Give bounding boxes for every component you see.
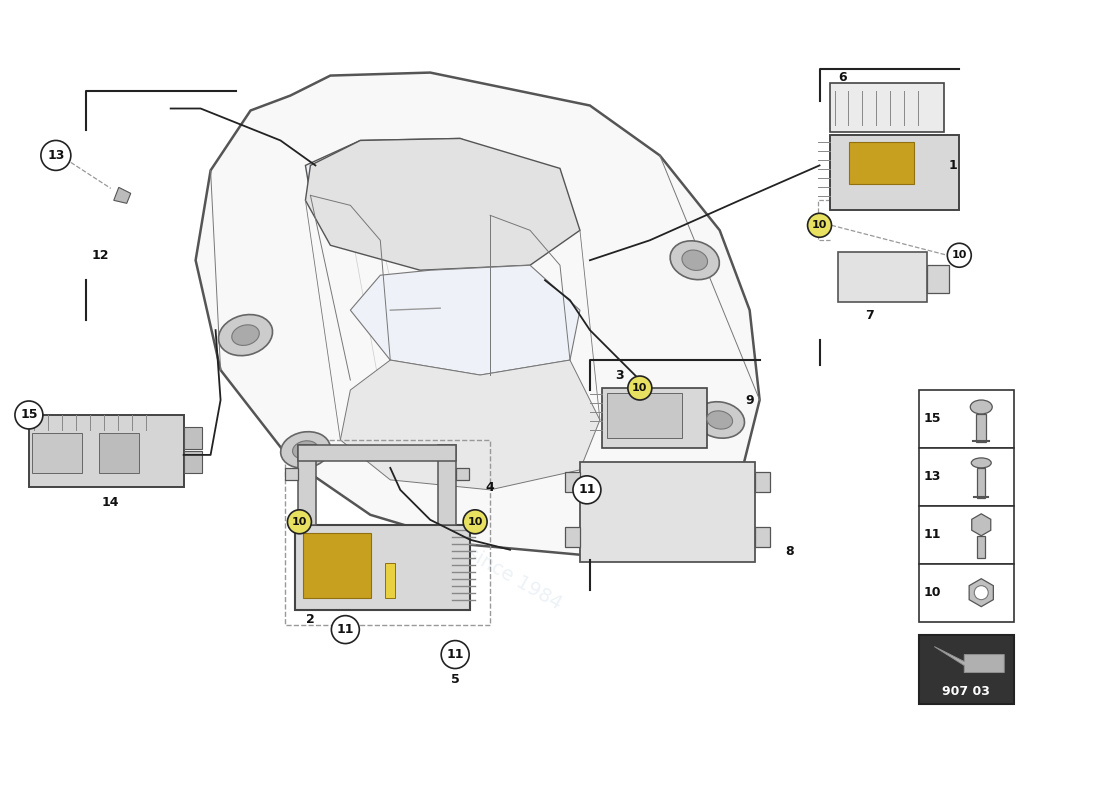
Ellipse shape <box>293 441 318 459</box>
Polygon shape <box>350 266 580 375</box>
Ellipse shape <box>970 400 992 414</box>
Circle shape <box>573 476 601 504</box>
Bar <box>920 390 1014 448</box>
Polygon shape <box>113 187 131 203</box>
Text: 10: 10 <box>632 383 648 393</box>
Bar <box>849 142 914 184</box>
Bar <box>286 440 491 625</box>
Text: a passion for parts, since 1984: a passion for parts, since 1984 <box>295 446 565 614</box>
Text: 11: 11 <box>579 483 596 496</box>
Bar <box>977 468 986 498</box>
Bar <box>920 634 1014 705</box>
Text: 11: 11 <box>447 648 464 661</box>
Bar <box>829 82 944 133</box>
Ellipse shape <box>670 241 719 280</box>
Text: 6: 6 <box>838 71 847 84</box>
Bar <box>977 536 986 558</box>
Circle shape <box>628 376 652 400</box>
Circle shape <box>463 510 487 534</box>
Text: 1: 1 <box>949 159 958 172</box>
Ellipse shape <box>707 411 733 429</box>
Bar <box>755 472 770 492</box>
Circle shape <box>287 510 311 534</box>
Bar <box>286 468 298 480</box>
Polygon shape <box>196 73 760 554</box>
Text: 14: 14 <box>102 496 120 510</box>
Text: 10: 10 <box>924 586 942 599</box>
Bar <box>927 266 949 293</box>
Text: 7: 7 <box>865 309 873 322</box>
Bar <box>296 525 470 610</box>
Ellipse shape <box>971 458 991 468</box>
Text: 4: 4 <box>486 482 495 494</box>
Text: 10: 10 <box>812 220 827 230</box>
Bar <box>298 445 317 525</box>
Bar <box>438 445 456 525</box>
Bar <box>298 445 456 461</box>
Polygon shape <box>934 646 1004 673</box>
Text: 8: 8 <box>785 546 794 558</box>
Circle shape <box>41 141 70 170</box>
Text: 907 03: 907 03 <box>943 685 990 698</box>
Text: 11: 11 <box>337 623 354 636</box>
Text: 10: 10 <box>468 517 483 526</box>
Bar <box>32 433 81 473</box>
Text: 12: 12 <box>92 249 110 262</box>
Bar <box>607 393 682 438</box>
Bar <box>29 415 184 487</box>
Bar <box>977 414 987 442</box>
Text: 3: 3 <box>616 369 624 382</box>
Text: 15: 15 <box>924 413 942 426</box>
Bar <box>829 135 959 210</box>
Text: 13: 13 <box>924 470 940 483</box>
Polygon shape <box>306 138 520 215</box>
Text: 10: 10 <box>292 517 307 526</box>
Bar <box>304 533 372 598</box>
Ellipse shape <box>280 432 330 468</box>
Bar <box>920 448 1014 506</box>
Bar <box>920 564 1014 622</box>
Ellipse shape <box>695 402 745 438</box>
Text: 9: 9 <box>746 394 754 406</box>
Circle shape <box>331 616 360 643</box>
Bar <box>580 462 755 562</box>
Ellipse shape <box>232 325 260 346</box>
Bar <box>184 451 201 473</box>
Circle shape <box>15 401 43 429</box>
Ellipse shape <box>219 314 273 356</box>
Polygon shape <box>306 138 580 270</box>
Text: 2: 2 <box>306 613 315 626</box>
Bar <box>456 468 469 480</box>
Bar <box>920 506 1014 564</box>
Bar <box>184 427 201 449</box>
Circle shape <box>975 586 988 600</box>
Ellipse shape <box>682 250 707 270</box>
Text: 13: 13 <box>47 149 65 162</box>
Bar <box>755 526 770 546</box>
Bar <box>565 472 580 492</box>
Circle shape <box>947 243 971 267</box>
Polygon shape <box>340 360 600 490</box>
Bar <box>837 252 927 302</box>
Text: 15: 15 <box>20 409 37 422</box>
Text: 10: 10 <box>952 250 967 260</box>
Text: euroParts: euroParts <box>224 310 576 550</box>
Text: 11: 11 <box>924 528 942 542</box>
Circle shape <box>807 214 832 238</box>
Bar <box>565 526 580 546</box>
Text: 5: 5 <box>451 673 460 686</box>
Circle shape <box>441 641 469 669</box>
Bar <box>602 388 706 448</box>
Bar <box>385 562 395 598</box>
Bar <box>99 433 139 473</box>
